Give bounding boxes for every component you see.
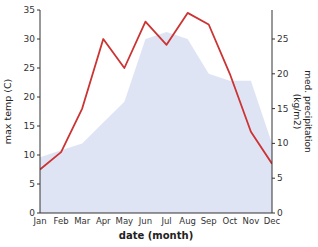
x-tick-label: Jul: [160, 216, 171, 226]
y-tick-label: 10: [24, 150, 36, 160]
y-tick: [37, 155, 40, 156]
y2-tick-label: 25: [277, 34, 288, 44]
x-axis-label: date (month): [119, 230, 193, 241]
y2-tick: [272, 108, 275, 109]
y2-tick: [272, 39, 275, 40]
y2-tick: [272, 143, 275, 144]
y-tick: [37, 10, 40, 11]
plot-area: [40, 13, 272, 213]
x-tick-label: Nov: [243, 216, 260, 226]
y-tick: [37, 68, 40, 69]
y-tick-label: 5: [29, 179, 35, 189]
y2-tick-label: 15: [277, 104, 288, 114]
y2-tick: [272, 213, 275, 214]
y-tick-label: 20: [24, 92, 36, 102]
y-tick-label: 35: [24, 5, 35, 15]
x-tick-label: Aug: [179, 216, 196, 226]
x-tick-label: Dec: [264, 216, 281, 226]
y-tick: [37, 184, 40, 185]
y-tick-label: 25: [24, 63, 35, 73]
y-tick: [37, 213, 40, 214]
chart-svg: 051015202530350510152025JanFebMarAprMayJ…: [0, 0, 318, 247]
y-axis-line: [40, 10, 41, 213]
x-tick-label: Oct: [222, 216, 237, 226]
y2-axis-label: med. precipitation(kg/m2): [292, 70, 313, 152]
chart-container: 051015202530350510152025JanFebMarAprMayJ…: [0, 0, 318, 247]
y-tick: [37, 97, 40, 98]
x-tick-label: Jan: [32, 216, 46, 226]
x-tick-label: May: [116, 216, 134, 226]
x-tick-label: Mar: [74, 216, 91, 226]
y-tick-label: 15: [24, 121, 35, 131]
y2-tick-label: 5: [277, 173, 283, 183]
y2-tick: [272, 178, 275, 179]
y-tick: [37, 126, 40, 127]
x-axis-line: [40, 213, 272, 214]
y-tick: [37, 39, 40, 40]
y2-axis-label-line: (kg/m2): [292, 94, 302, 129]
y2-axis-line: [272, 10, 273, 213]
y-tick-label: 30: [24, 34, 36, 44]
x-tick-label: Sep: [201, 216, 217, 226]
y2-tick-label: 20: [277, 69, 289, 79]
x-tick-label: Apr: [96, 216, 111, 226]
y2-axis-label-line: med. precipitation: [303, 70, 313, 152]
y-axis-label: max temp (C): [2, 79, 13, 145]
y2-tick-label: 10: [277, 138, 289, 148]
temp-line: [40, 13, 272, 170]
x-tick-label: Feb: [54, 216, 69, 226]
y2-tick: [272, 73, 275, 74]
x-tick-label: Jun: [138, 216, 152, 226]
